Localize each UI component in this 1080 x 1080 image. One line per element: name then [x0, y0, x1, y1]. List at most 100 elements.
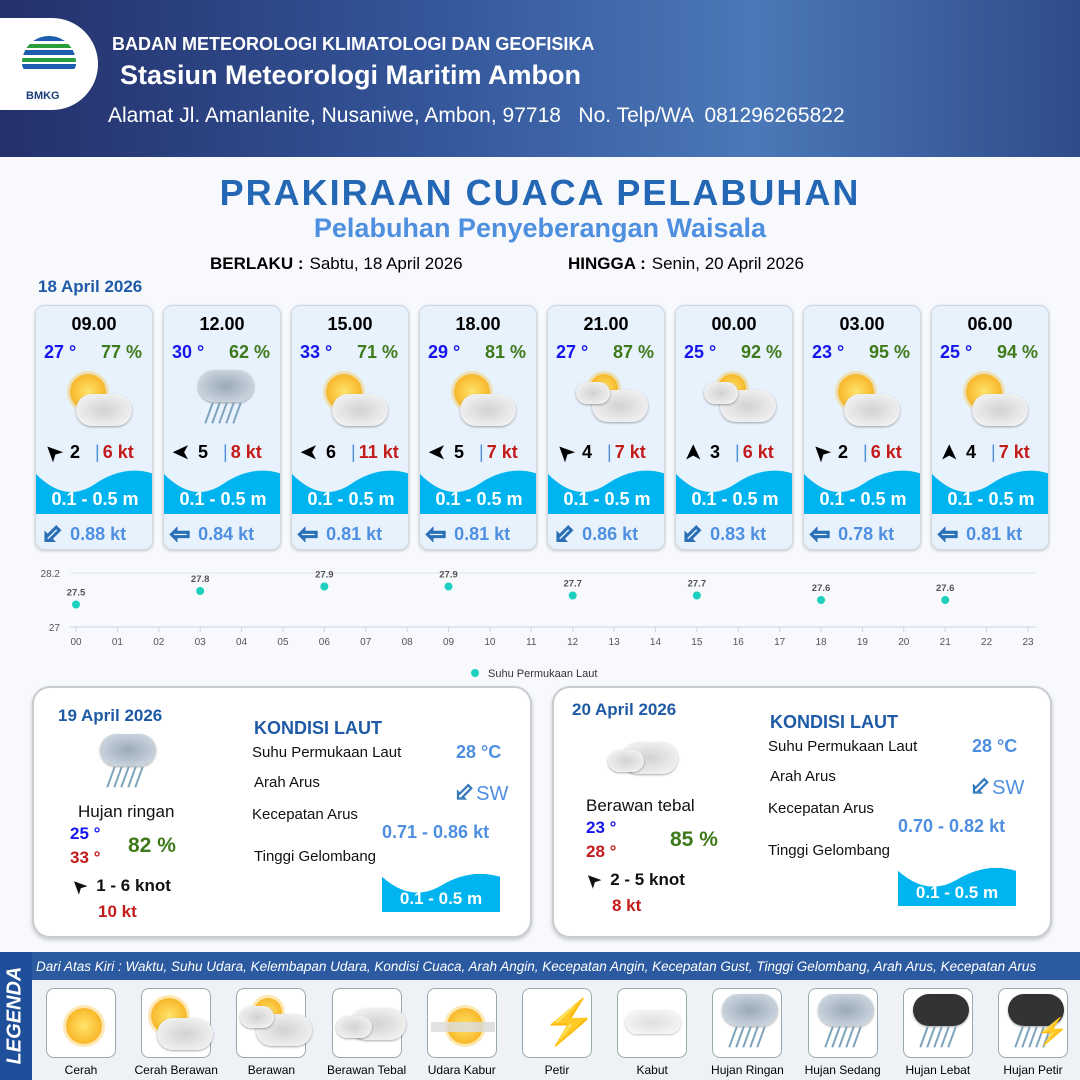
wind-speed: 3 [710, 442, 721, 462]
legend-item-label: Udara Kabur [427, 1063, 496, 1077]
legend-icon-cerah-berawan [141, 988, 214, 1058]
condition: Berawan tebal [586, 796, 695, 815]
x-tick: 17 [774, 637, 786, 648]
current-speed: 0.78 kt [838, 524, 895, 544]
data-label: 27.8 [191, 574, 210, 585]
temp-max: 33 ° [70, 848, 101, 867]
wind-direction-icon: ➤ [938, 444, 961, 461]
legend-item-label: Hujan Ringan [711, 1063, 784, 1077]
legend-marker [471, 669, 479, 677]
current-direction-icon: ⇦ [937, 521, 959, 549]
current-speed-range: 0.70 - 0.82 kt [898, 816, 1006, 836]
current-speed-label: Kecepatan Arus [768, 800, 874, 817]
x-tick: 00 [70, 637, 82, 648]
wind-speed: 4 [966, 442, 977, 462]
x-tick: 23 [1022, 637, 1034, 648]
x-tick: 20 [898, 637, 910, 648]
forecast-card: 09.00 27 ° 77 % ➤ 2 | 6 kt 0.1 - 0.5 m ⇦ 0.88 kt [35, 305, 153, 550]
condition: Hujan ringan [78, 802, 175, 821]
current-direction-label: Arah Arus [770, 768, 836, 785]
legend-item-label: Petir [544, 1063, 570, 1077]
data-label: 27.9 [439, 570, 458, 581]
humidity: 94 % [996, 342, 1038, 362]
x-tick: 15 [691, 637, 703, 648]
humidity: 77 % [100, 342, 142, 362]
legend-icon-cerah [46, 988, 116, 1058]
page-subtitle: Pelabuhan Penyeberangan Waisala [313, 213, 767, 243]
sst-point [568, 591, 577, 600]
legend-icon-hujan-ringan [712, 988, 783, 1058]
wind-speed: 2 [838, 442, 849, 462]
legend-icon-hujan-lebat [902, 988, 973, 1058]
forecast-card: 00.00 25 ° 92 % ➤ 3 | 6 kt 0.1 - 0.5 m ⇦ 0.83 kt [675, 305, 793, 550]
x-tick: 03 [195, 637, 207, 648]
sst-point [692, 591, 701, 600]
current-speed: 0.86 kt [582, 524, 639, 544]
sea-condition-title: KONDISI LAUT [254, 718, 382, 738]
legend-icon-udara-kabur [426, 988, 497, 1058]
gust: 8 kt [612, 896, 642, 915]
data-label: 27.9 [315, 570, 334, 581]
temp-min: 23 ° [586, 818, 617, 837]
wave-height: 0.1 - 0.5 m [932, 464, 1048, 514]
x-tick: 07 [360, 637, 372, 648]
current-direction-icon: ⇦ [35, 517, 69, 550]
y-tick: 27 [49, 623, 61, 634]
data-label: 27.7 [688, 579, 707, 590]
forecast-time: 09.00 [71, 314, 117, 334]
air-temperature: 25 ° [940, 342, 973, 362]
wave-height: 0.1 - 0.5 m [382, 868, 500, 912]
x-tick: 16 [733, 637, 745, 648]
current-speed-range: 0.71 - 0.86 kt [382, 822, 490, 842]
weather-icon [960, 368, 1028, 432]
x-tick: 06 [319, 637, 331, 648]
gust-speed: 6 kt [742, 442, 774, 462]
legend-icon-kabut [617, 988, 688, 1058]
wind-speed: 2 [70, 442, 81, 462]
data-label: 27.7 [563, 579, 582, 590]
x-tick: 05 [277, 637, 289, 648]
valid-to: HINGGA : Senin, 20 April 2026 [568, 254, 804, 273]
weather-icon [64, 368, 132, 432]
legend-item-label: Kabut [636, 1063, 668, 1077]
x-tick: 18 [815, 637, 827, 648]
wind-direction-icon: ➤ [428, 441, 446, 463]
wave-height: 0.1 - 0.5 m [292, 464, 408, 514]
current-speed-label: Kecepatan Arus [252, 806, 358, 823]
forecast-card: 15.00 33 ° 71 % ➤ 6 | 11 kt 0.1 - 0.5 m ⇦ 0.81 kt [291, 305, 409, 550]
gust-speed: 7 kt [486, 442, 518, 462]
x-tick: 10 [484, 637, 496, 648]
forecast-card: 18.00 29 ° 81 % ➤ 5 | 7 kt 0.1 - 0.5 m ⇦ 0.81 kt [419, 305, 537, 550]
current-speed: 0.88 kt [70, 524, 127, 544]
bmkg-logo: BMKG [0, 18, 98, 110]
wave-height-label: Tinggi Gelombang [254, 848, 377, 865]
humidity: 81 % [484, 342, 526, 362]
sst-point [72, 600, 80, 609]
current-direction-label: Arah Arus [254, 774, 320, 791]
sst-label: Suhu Permukaan Laut [768, 738, 918, 755]
sst-value: 28 °C [972, 736, 1018, 756]
air-temperature: 27 ° [44, 342, 77, 362]
x-tick: 14 [650, 637, 662, 648]
air-temperature: 33 ° [300, 342, 333, 362]
current-direction-icon: ⇦ [809, 521, 831, 549]
legend-icon-petir: ⚡ [522, 988, 597, 1058]
humidity: 82 % [128, 834, 176, 857]
wind-direction-icon: ➤ [172, 441, 190, 463]
legend-item-label: Hujan Sedang [804, 1063, 881, 1077]
agency-name: BADAN METEOROLOGI KLIMATOLOGI DAN GEOFIS… [112, 34, 595, 54]
legend-icon-hujan-sedang [807, 988, 878, 1058]
wind-speed: 6 [326, 442, 337, 462]
sst-point [941, 596, 950, 604]
page-title: PRAKIRAAN CUACA PELABUHAN [219, 172, 861, 213]
wave-height: 0.1 - 0.5 m [804, 464, 920, 514]
x-tick: 13 [609, 637, 621, 648]
y-tick: 28.2 [41, 569, 61, 580]
air-temperature: 30 ° [172, 342, 205, 362]
wave-height: 0.1 - 0.5 m [548, 464, 664, 514]
forecast-card: 03.00 23 ° 95 % ➤ 2 | 6 kt 0.1 - 0.5 m ⇦ 0.78 kt [803, 305, 921, 550]
weather-icon [704, 368, 776, 432]
sst-point [444, 582, 453, 591]
forecast-time: 18.00 [455, 314, 501, 334]
x-tick: 09 [443, 637, 455, 648]
